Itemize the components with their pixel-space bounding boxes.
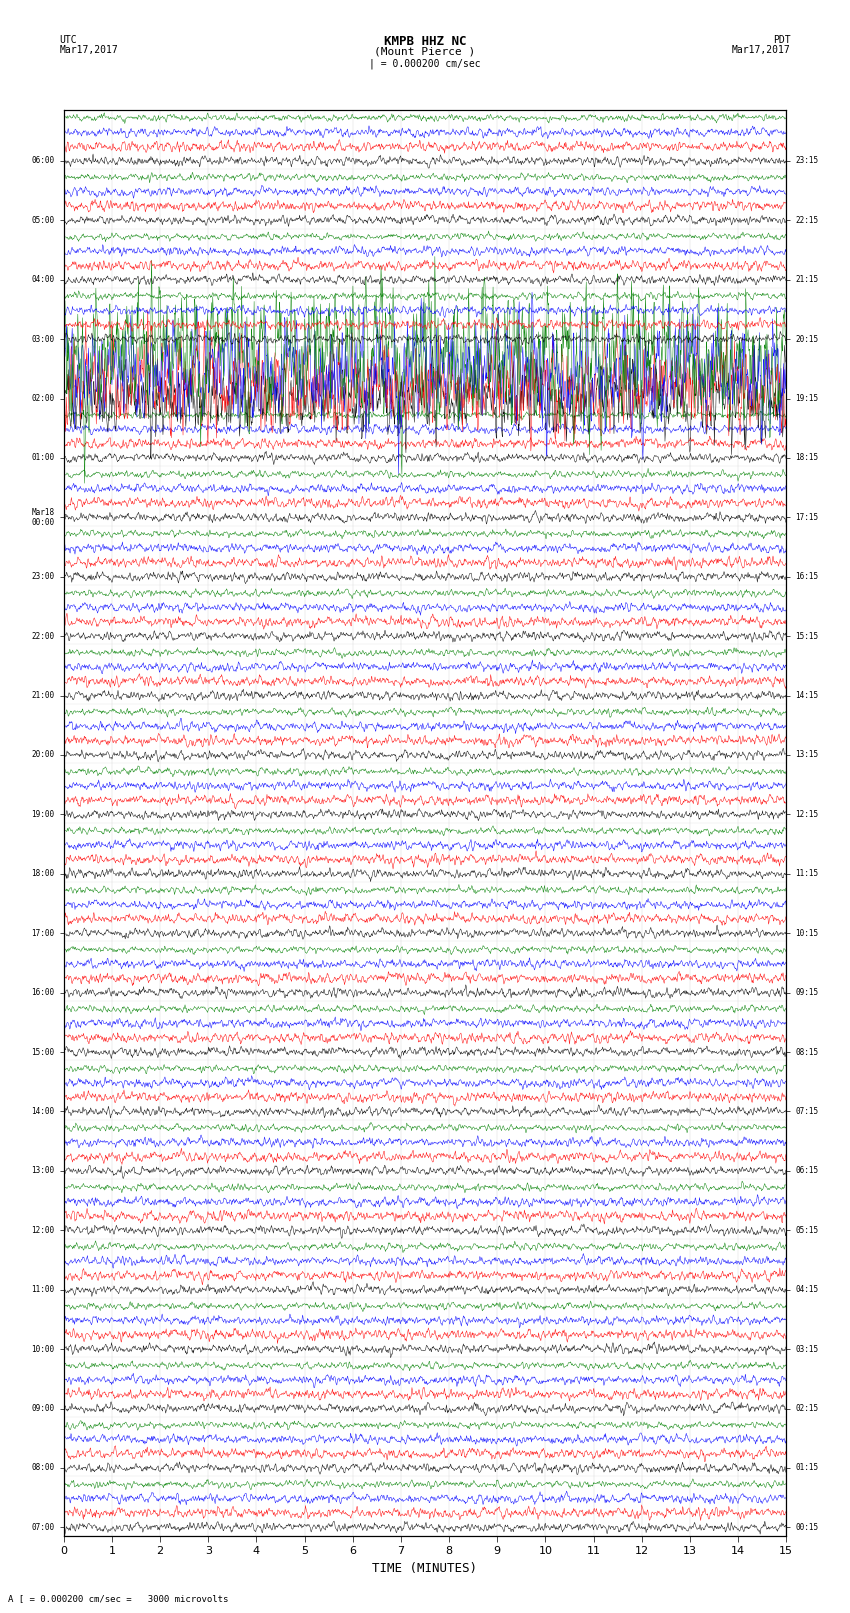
Text: Mar17,2017: Mar17,2017 [732, 45, 791, 55]
X-axis label: TIME (MINUTES): TIME (MINUTES) [372, 1561, 478, 1574]
Text: UTC: UTC [60, 35, 77, 45]
Text: KMPB HHZ NC: KMPB HHZ NC [383, 35, 467, 48]
Text: Mar17,2017: Mar17,2017 [60, 45, 118, 55]
Text: PDT: PDT [773, 35, 790, 45]
Text: | = 0.000200 cm/sec: | = 0.000200 cm/sec [369, 58, 481, 69]
Text: (Mount Pierce ): (Mount Pierce ) [374, 47, 476, 56]
Text: A [ = 0.000200 cm/sec =   3000 microvolts: A [ = 0.000200 cm/sec = 3000 microvolts [8, 1594, 229, 1603]
